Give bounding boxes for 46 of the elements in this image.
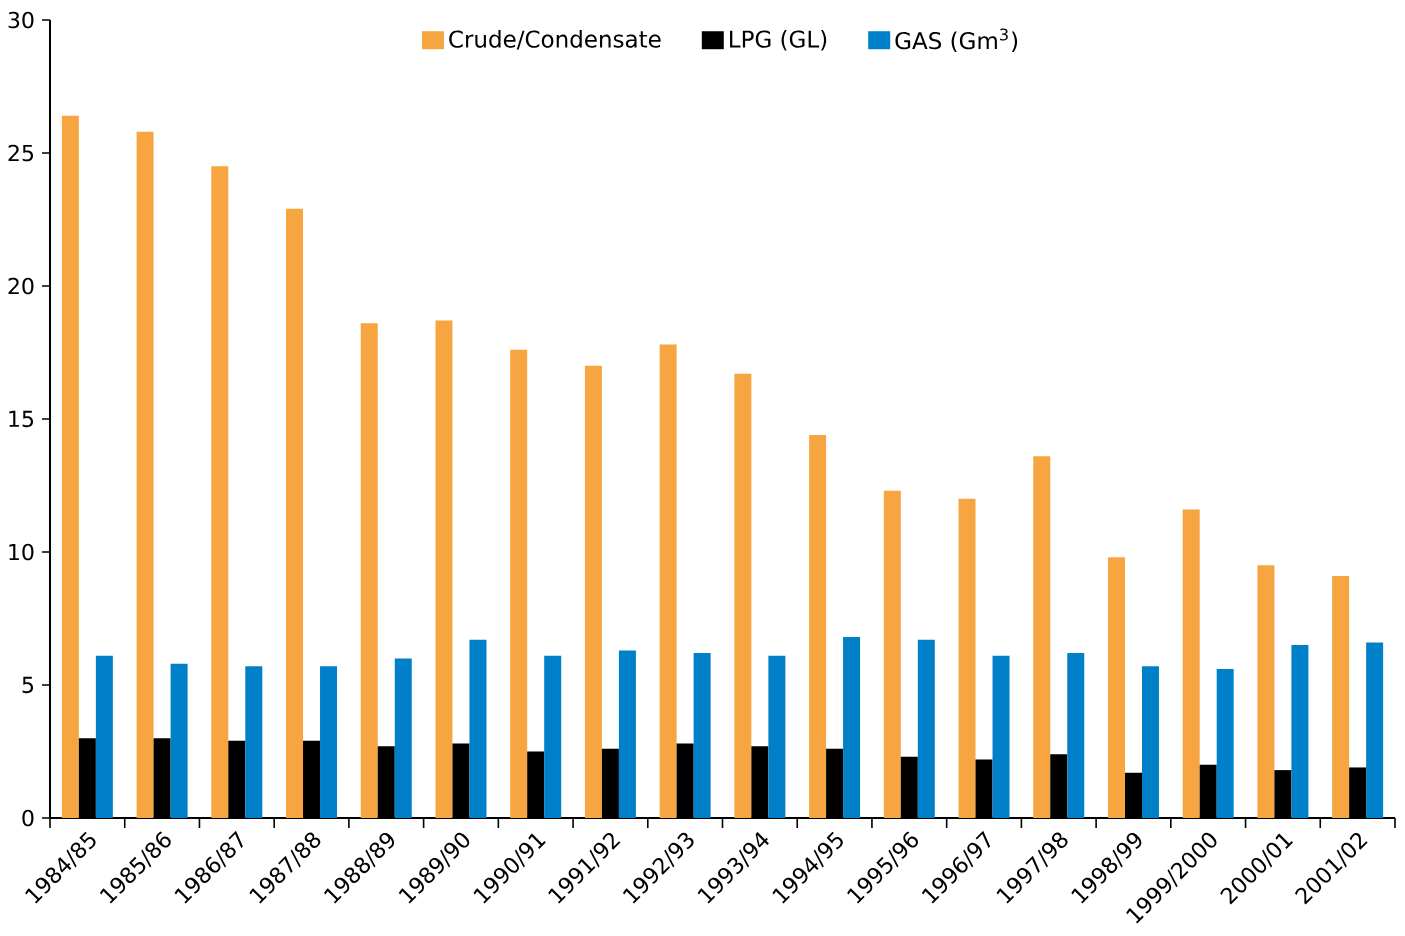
bar (510, 349, 528, 818)
y-tick-label: 10 (9, 543, 34, 561)
bar (768, 655, 786, 818)
bar (843, 637, 861, 818)
y-tick-label: 20 (8, 277, 34, 295)
bar (958, 498, 976, 818)
bar (211, 166, 229, 818)
bar (95, 655, 113, 818)
bar (809, 434, 827, 818)
bar (469, 639, 487, 818)
y-tick-label: 15 (9, 410, 34, 428)
bar (1107, 557, 1125, 818)
bar (1332, 575, 1350, 818)
legend-label: GAS (Gm$^{3}$) (895, 28, 1018, 53)
bar (1141, 666, 1159, 818)
bar (659, 344, 677, 818)
bar (1257, 565, 1275, 818)
bar (136, 131, 154, 818)
legend-label: Crude/Condensate (449, 29, 661, 50)
bar (320, 666, 338, 818)
bar (360, 323, 378, 818)
bar (544, 655, 562, 818)
legend-label: LPG (GL) (730, 30, 827, 51)
bar (394, 658, 412, 818)
bar (693, 653, 711, 818)
bar (992, 655, 1010, 818)
bar (245, 666, 263, 818)
y-tick-label: 25 (8, 144, 34, 162)
bar (618, 650, 636, 818)
bar (883, 490, 901, 818)
bar (584, 365, 602, 818)
bar (734, 373, 752, 818)
bar (170, 663, 188, 818)
bar (917, 639, 935, 818)
bar (1366, 642, 1384, 818)
bar (1216, 669, 1234, 818)
bar (1291, 645, 1309, 818)
bar (1182, 509, 1200, 818)
bar (435, 320, 453, 818)
y-tick-label: 5 (22, 676, 34, 694)
y-tick-label: 0 (22, 809, 34, 827)
bar (1067, 653, 1085, 818)
bar (61, 115, 79, 818)
bar (286, 208, 304, 818)
y-tick-label: 30 (8, 11, 34, 29)
bar (1033, 456, 1051, 818)
